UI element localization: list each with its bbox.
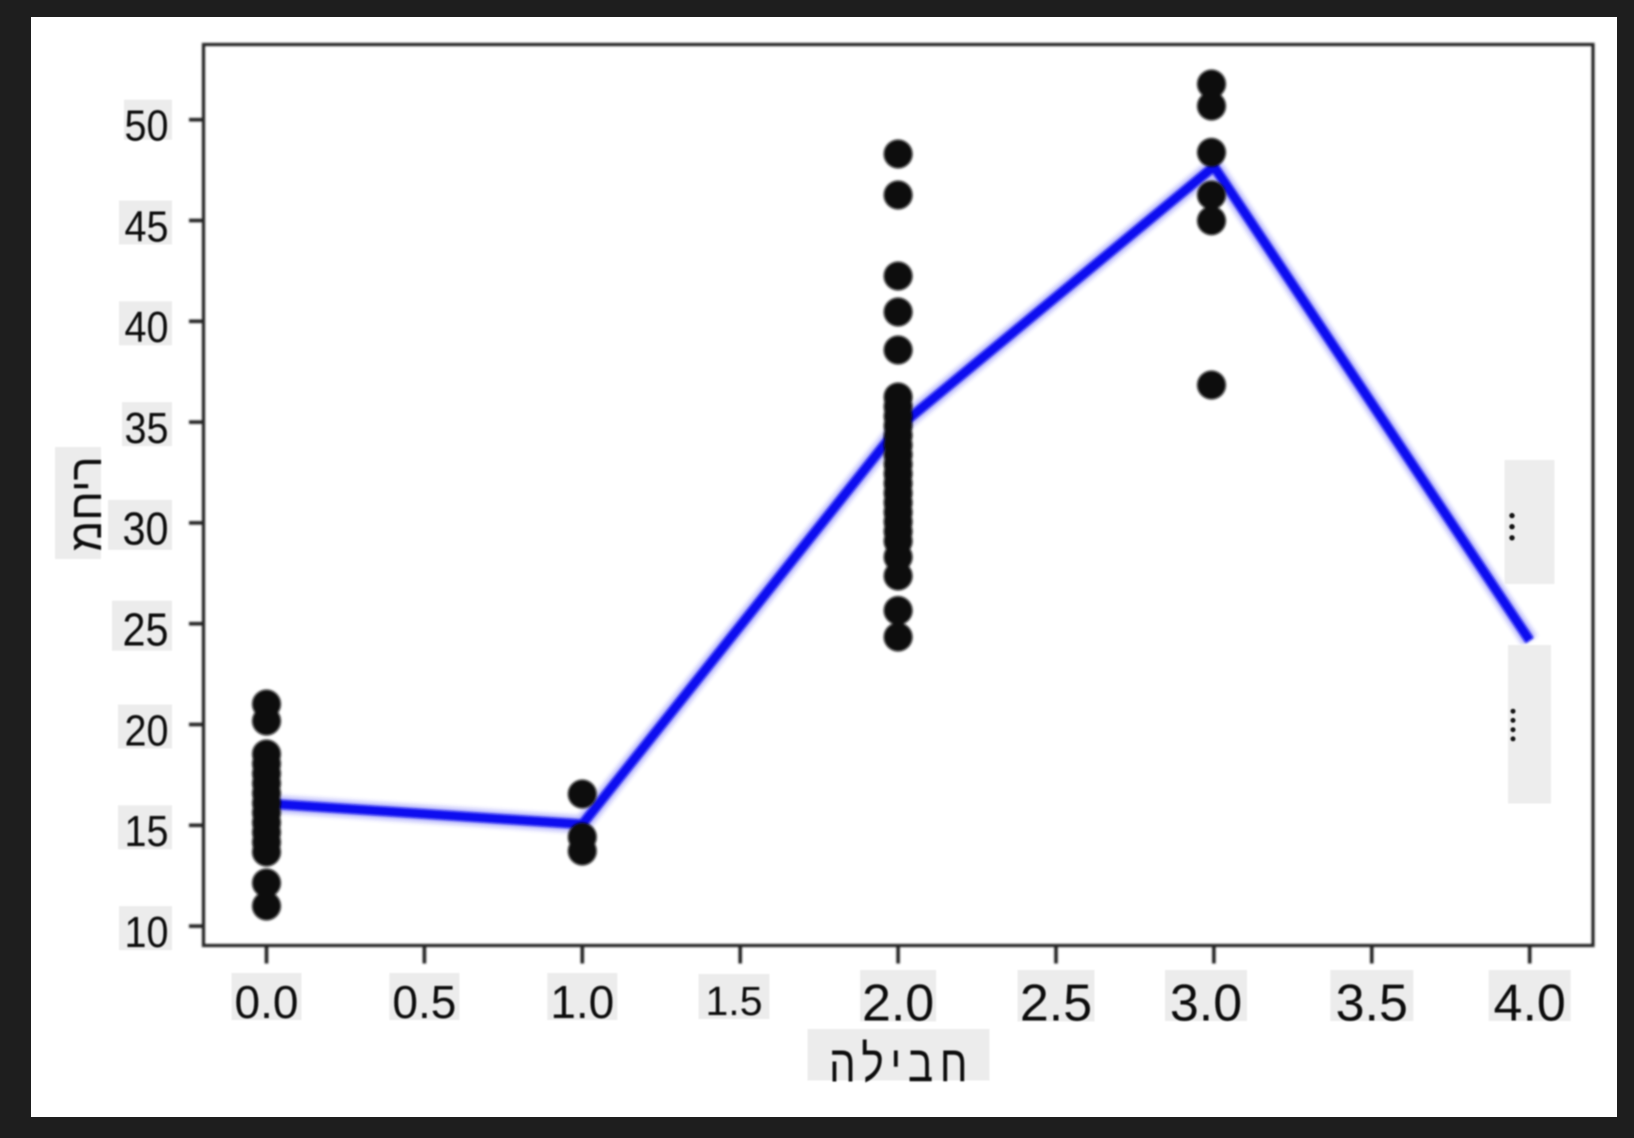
- svg-text:0.5: 0.5: [392, 976, 456, 1028]
- svg-text:45: 45: [125, 202, 169, 251]
- svg-text:15: 15: [125, 807, 169, 856]
- svg-text:20: 20: [125, 706, 169, 755]
- svg-text:4.0: 4.0: [1494, 975, 1566, 1033]
- svg-text:30: 30: [123, 503, 169, 555]
- svg-text:2.0: 2.0: [862, 975, 934, 1033]
- svg-text:10: 10: [125, 908, 169, 957]
- svg-text:3.0: 3.0: [1170, 975, 1242, 1033]
- svg-text:ריחמ: ריחמ: [60, 456, 111, 551]
- svg-text:50: 50: [125, 102, 169, 151]
- svg-text:0.0: 0.0: [235, 976, 299, 1028]
- svg-text:35: 35: [125, 404, 169, 453]
- svg-text:3.5: 3.5: [1336, 975, 1408, 1033]
- svg-text:1.5: 1.5: [706, 978, 763, 1024]
- svg-text:2.5: 2.5: [1020, 975, 1092, 1033]
- svg-text:חבילה: חבילה: [829, 1034, 974, 1092]
- svg-text:40: 40: [125, 303, 169, 352]
- svg-text:25: 25: [123, 603, 169, 655]
- svg-text:1.0: 1.0: [550, 976, 614, 1028]
